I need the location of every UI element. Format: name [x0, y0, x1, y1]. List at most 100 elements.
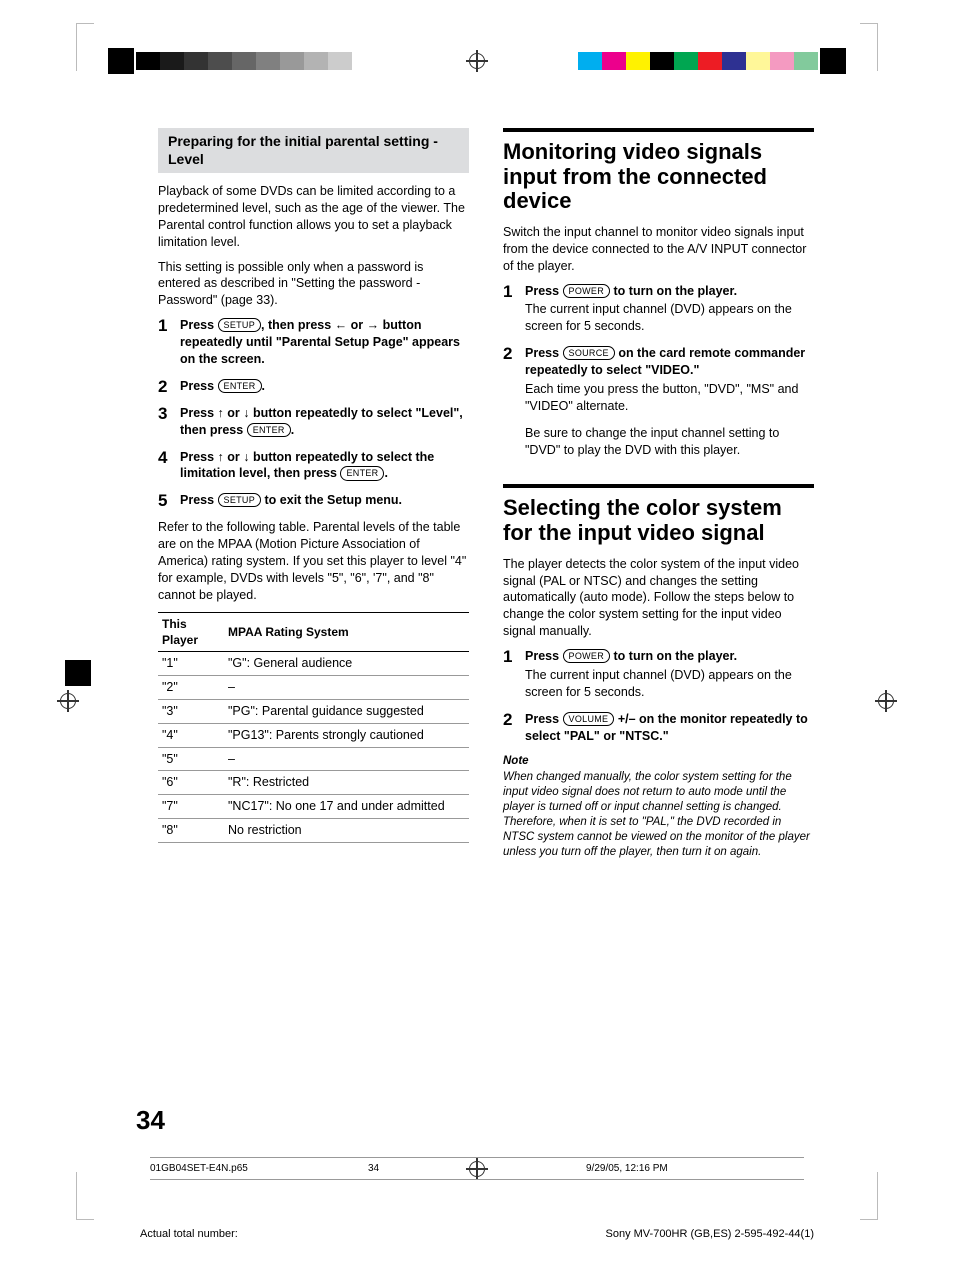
- table-cell: "8": [158, 819, 224, 843]
- button-label: ENTER: [218, 379, 262, 393]
- crop-mark: [76, 1172, 94, 1220]
- note-body: When changed manually, the color system …: [503, 770, 814, 860]
- step-body: Press ENTER.: [180, 378, 469, 395]
- crop-mark: [76, 23, 94, 71]
- table-row: "4""PG13": Parents strongly cautioned: [158, 723, 469, 747]
- table-row: "7""NC17": No one 17 and under admitted: [158, 795, 469, 819]
- paragraph: Switch the input channel to monitor vide…: [503, 224, 814, 275]
- step-number: 1: [503, 283, 517, 336]
- button-label: SOURCE: [563, 346, 615, 360]
- table-cell: "PG13": Parents strongly cautioned: [224, 723, 469, 747]
- instruction-step: 4Press ↑ or ↓ button repeatedly to selec…: [158, 449, 469, 483]
- step-description: The current input channel (DVD) appears …: [525, 301, 814, 335]
- document-footer: Actual total number: Sony MV-700HR (GB,E…: [140, 1228, 814, 1240]
- footer-filename: 01GB04SET-E4N.p65: [150, 1163, 368, 1174]
- left-column: Preparing for the initial parental setti…: [158, 128, 469, 1100]
- footer-right: Sony MV-700HR (GB,ES) 2-595-492-44(1): [606, 1228, 814, 1240]
- instruction-step: 1Press POWER to turn on the player.The c…: [503, 648, 814, 701]
- note-heading: Note: [503, 754, 814, 770]
- button-label: POWER: [563, 649, 611, 663]
- paragraph: This setting is possible only when a pas…: [158, 259, 469, 310]
- step-number: 3: [158, 405, 172, 439]
- crop-mark: [860, 23, 878, 71]
- table-cell: "NC17": No one 17 and under admitted: [224, 795, 469, 819]
- table-cell: "6": [158, 771, 224, 795]
- step-body: Press VOLUME +/– on the monitor repeated…: [525, 711, 814, 745]
- step-body: Press SOURCE on the card remote commande…: [525, 345, 814, 415]
- section-heading: Selecting the color system for the input…: [503, 484, 814, 545]
- step-body: Press SETUP, then press ← or → button re…: [180, 317, 469, 368]
- page-number: 34: [136, 1105, 165, 1136]
- table-cell: "2": [158, 675, 224, 699]
- table-header: This Player: [158, 612, 224, 651]
- instruction-step: 2Press SOURCE on the card remote command…: [503, 345, 814, 415]
- section-heading: Monitoring video signals input from the …: [503, 128, 814, 214]
- step-description: The current input channel (DVD) appears …: [525, 667, 814, 701]
- instruction-step: 2Press VOLUME +/– on the monitor repeate…: [503, 711, 814, 745]
- button-label: VOLUME: [563, 712, 615, 726]
- paragraph: Refer to the following table. Parental l…: [158, 519, 469, 603]
- table-cell: "4": [158, 723, 224, 747]
- table-cell: "PG": Parental guidance suggested: [224, 699, 469, 723]
- table-cell: "5": [158, 747, 224, 771]
- step-body: Press ↑ or ↓ button repeatedly to select…: [180, 449, 469, 483]
- print-footer: 01GB04SET-E4N.p65 34 9/29/05, 12:16 PM: [150, 1157, 804, 1180]
- table-cell: –: [224, 675, 469, 699]
- table-cell: "R": Restricted: [224, 771, 469, 795]
- step-body: Press ↑ or ↓ button repeatedly to select…: [180, 405, 469, 439]
- rating-table: This Player MPAA Rating System "1""G": G…: [158, 612, 469, 843]
- button-label: SETUP: [218, 493, 262, 507]
- button-label: ENTER: [340, 466, 384, 480]
- footer-page: 34: [368, 1163, 586, 1174]
- table-row: "3""PG": Parental guidance suggested: [158, 699, 469, 723]
- table-cell: "G": General audience: [224, 652, 469, 676]
- step-number: 2: [503, 711, 517, 745]
- table-row: "2"–: [158, 675, 469, 699]
- instruction-step: 3Press ↑ or ↓ button repeatedly to selec…: [158, 405, 469, 439]
- step-description: Each time you press the button, "DVD", "…: [525, 381, 814, 415]
- step-number: 1: [503, 648, 517, 701]
- instruction-step: 2 Press ENTER.: [158, 378, 469, 395]
- table-row: "1""G": General audience: [158, 652, 469, 676]
- button-label: ENTER: [247, 423, 291, 437]
- subsection-heading: Preparing for the initial parental setti…: [158, 128, 469, 173]
- table-header: MPAA Rating System: [224, 612, 469, 651]
- instruction-step: 1Press POWER to turn on the player.The c…: [503, 283, 814, 336]
- table-cell: No restriction: [224, 819, 469, 843]
- step-number: 2: [158, 378, 172, 395]
- step-number: 4: [158, 449, 172, 483]
- registration-mark-icon: [875, 690, 897, 712]
- step-number: 1: [158, 317, 172, 368]
- paragraph: The player detects the color system of t…: [503, 556, 814, 640]
- registration-mark-icon: [466, 50, 488, 72]
- registration-mark-icon: [57, 690, 79, 712]
- table-row: "6""R": Restricted: [158, 771, 469, 795]
- instruction-step: 5 Press SETUP to exit the Setup menu.: [158, 492, 469, 509]
- paragraph: Be sure to change the input channel sett…: [525, 425, 814, 459]
- table-cell: "1": [158, 652, 224, 676]
- table-row: "5"–: [158, 747, 469, 771]
- step-body: Press POWER to turn on the player.The cu…: [525, 648, 814, 701]
- print-mark: [65, 660, 91, 686]
- button-label: SETUP: [218, 318, 262, 332]
- right-column: Monitoring video signals input from the …: [503, 128, 814, 1100]
- table-cell: "3": [158, 699, 224, 723]
- step-number: 5: [158, 492, 172, 509]
- page-content: Preparing for the initial parental setti…: [158, 128, 814, 1100]
- crop-mark: [860, 1172, 878, 1220]
- step-body: Press SETUP to exit the Setup menu.: [180, 492, 469, 509]
- instruction-step: 1Press SETUP, then press ← or → button r…: [158, 317, 469, 368]
- table-cell: –: [224, 747, 469, 771]
- print-mark: [108, 48, 134, 74]
- print-mark: [820, 48, 846, 74]
- footer-date: 9/29/05, 12:16 PM: [586, 1163, 804, 1174]
- step-number: 2: [503, 345, 517, 415]
- grayscale-calibration-bar: [136, 52, 376, 70]
- paragraph: Playback of some DVDs can be limited acc…: [158, 183, 469, 251]
- footer-left: Actual total number:: [140, 1228, 238, 1240]
- table-cell: "7": [158, 795, 224, 819]
- step-body: Press POWER to turn on the player.The cu…: [525, 283, 814, 336]
- button-label: POWER: [563, 284, 611, 298]
- table-row: "8"No restriction: [158, 819, 469, 843]
- color-calibration-bar: [578, 52, 818, 70]
